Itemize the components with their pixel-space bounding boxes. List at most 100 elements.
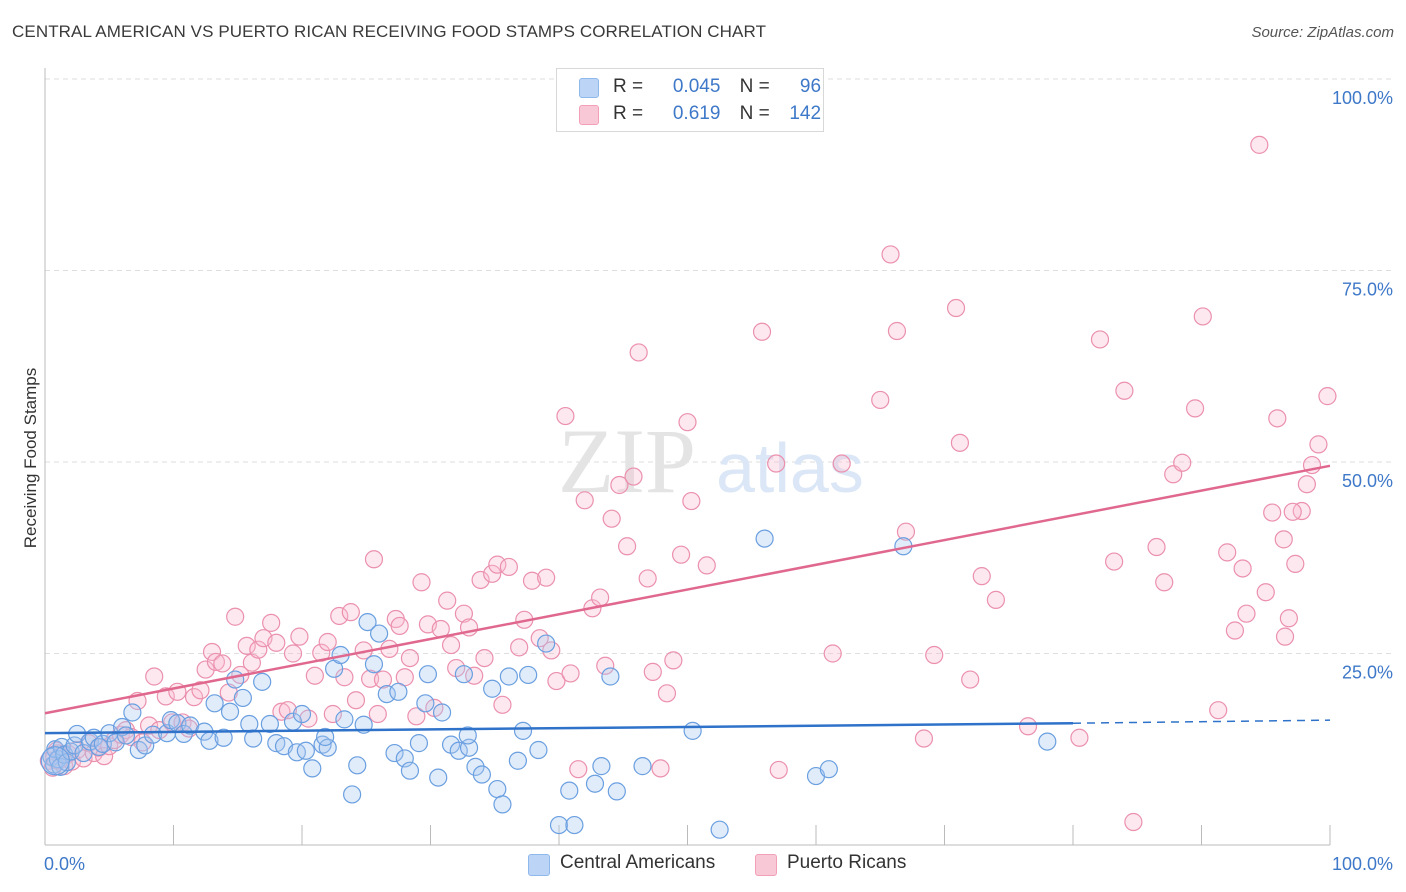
point-central-american [343, 785, 362, 804]
point-puerto-rican [643, 662, 662, 681]
watermark-zip: ZIP [558, 410, 696, 512]
point-central-american [385, 743, 404, 763]
point-central-american [519, 665, 538, 685]
axes [44, 68, 1331, 846]
point-puerto-rican [569, 760, 588, 779]
point-puerto-rican [537, 568, 556, 587]
point-puerto-rican [914, 729, 934, 748]
point-puerto-rican [1318, 387, 1337, 406]
point-puerto-rican [556, 406, 575, 426]
point-puerto-rican [591, 588, 610, 607]
point-puerto-rican [1237, 604, 1256, 623]
point-central-american [607, 782, 626, 801]
point-puerto-rican [946, 298, 966, 318]
point-puerto-rican [767, 454, 786, 473]
point-puerto-rican [341, 603, 360, 622]
point-central-american [106, 733, 125, 752]
point-puerto-rican [769, 760, 788, 780]
point-puerto-rican [438, 591, 457, 610]
point-puerto-rican [1147, 537, 1166, 557]
point-puerto-rican [887, 321, 907, 341]
point-puerto-rican [986, 590, 1006, 609]
point-central-american [454, 665, 474, 684]
point-puerto-rican [1283, 502, 1302, 521]
point-puerto-rican [262, 613, 281, 632]
point-puerto-rican [1275, 627, 1295, 646]
point-puerto-rican [145, 667, 164, 686]
point-puerto-rican [156, 687, 175, 706]
point-central-american [409, 734, 429, 753]
y-axis-title: Receiving Food Stamps [21, 368, 40, 548]
point-puerto-rican [697, 556, 716, 575]
point-puerto-rican [249, 640, 268, 659]
point-central-american [529, 740, 548, 760]
point-puerto-rican [896, 522, 916, 541]
point-puerto-rican [522, 571, 542, 590]
point-central-american [710, 820, 729, 839]
legend-swatch-blue [579, 78, 599, 98]
point-puerto-rican [1105, 552, 1124, 571]
x-tick-labels: 0.0% 100.0% [44, 854, 1393, 874]
point-puerto-rican [196, 660, 215, 679]
point-central-american [549, 815, 569, 835]
x-tick-label: 100.0% [1332, 854, 1393, 874]
point-central-american [819, 760, 838, 779]
point-puerto-rican [1209, 701, 1228, 720]
point-central-american [253, 672, 272, 691]
point-puerto-rican [305, 666, 324, 685]
point-central-american [513, 721, 533, 740]
point-puerto-rican [1185, 399, 1205, 418]
point-puerto-rican [368, 704, 387, 724]
point-puerto-rican [488, 555, 507, 574]
legend-n-value: 96 [799, 76, 822, 97]
point-central-american [260, 714, 279, 734]
point-puerto-rican [483, 564, 502, 583]
point-puerto-rican [202, 642, 222, 662]
point-central-american [226, 670, 245, 689]
legend-n-value: 142 [789, 103, 822, 124]
point-central-american [585, 774, 605, 793]
point-puerto-rican [139, 716, 159, 735]
point-puerto-rican [678, 413, 697, 432]
point-central-american [493, 795, 512, 814]
point-central-american [205, 694, 224, 713]
point-puerto-rican [1256, 583, 1275, 602]
point-puerto-rican [213, 654, 232, 673]
point-central-american [303, 759, 322, 778]
point-puerto-rican [191, 681, 210, 700]
legend-n-label: N = [739, 76, 770, 97]
point-central-american [348, 756, 367, 775]
point-puerto-rican [561, 664, 580, 683]
series-central-americans [40, 529, 1057, 839]
point-central-american [418, 665, 438, 684]
point-central-american [416, 694, 435, 713]
point-puerto-rican [950, 433, 970, 452]
point-puerto-rican [510, 638, 529, 657]
point-central-american [683, 721, 702, 740]
point-puerto-rican [1018, 717, 1038, 736]
point-central-american [129, 740, 148, 760]
point-puerto-rican [441, 635, 461, 655]
point-puerto-rican [596, 656, 615, 675]
point-puerto-rican [1218, 543, 1237, 562]
point-puerto-rican [1250, 135, 1269, 154]
point-central-american [316, 727, 335, 747]
point-puerto-rican [267, 633, 286, 652]
point-central-american [483, 679, 502, 698]
watermark: ZIP atlas [558, 410, 864, 512]
trendline-puerto-ricans [44, 464, 1331, 715]
point-central-american [601, 667, 620, 686]
point-puerto-rican [1297, 475, 1316, 494]
point-puerto-rican [1233, 559, 1252, 578]
point-puerto-rican [1268, 409, 1287, 428]
point-central-american [318, 738, 337, 757]
source-label: Source: ZipAtlas.com [1251, 24, 1394, 41]
point-puerto-rican [1274, 530, 1293, 549]
point-puerto-rican [1124, 812, 1143, 832]
legend-swatch-blue [528, 854, 550, 876]
point-puerto-rican [602, 509, 621, 528]
point-puerto-rican [1070, 728, 1089, 747]
legend-swatch-pink [755, 854, 777, 876]
point-central-american [565, 815, 584, 835]
